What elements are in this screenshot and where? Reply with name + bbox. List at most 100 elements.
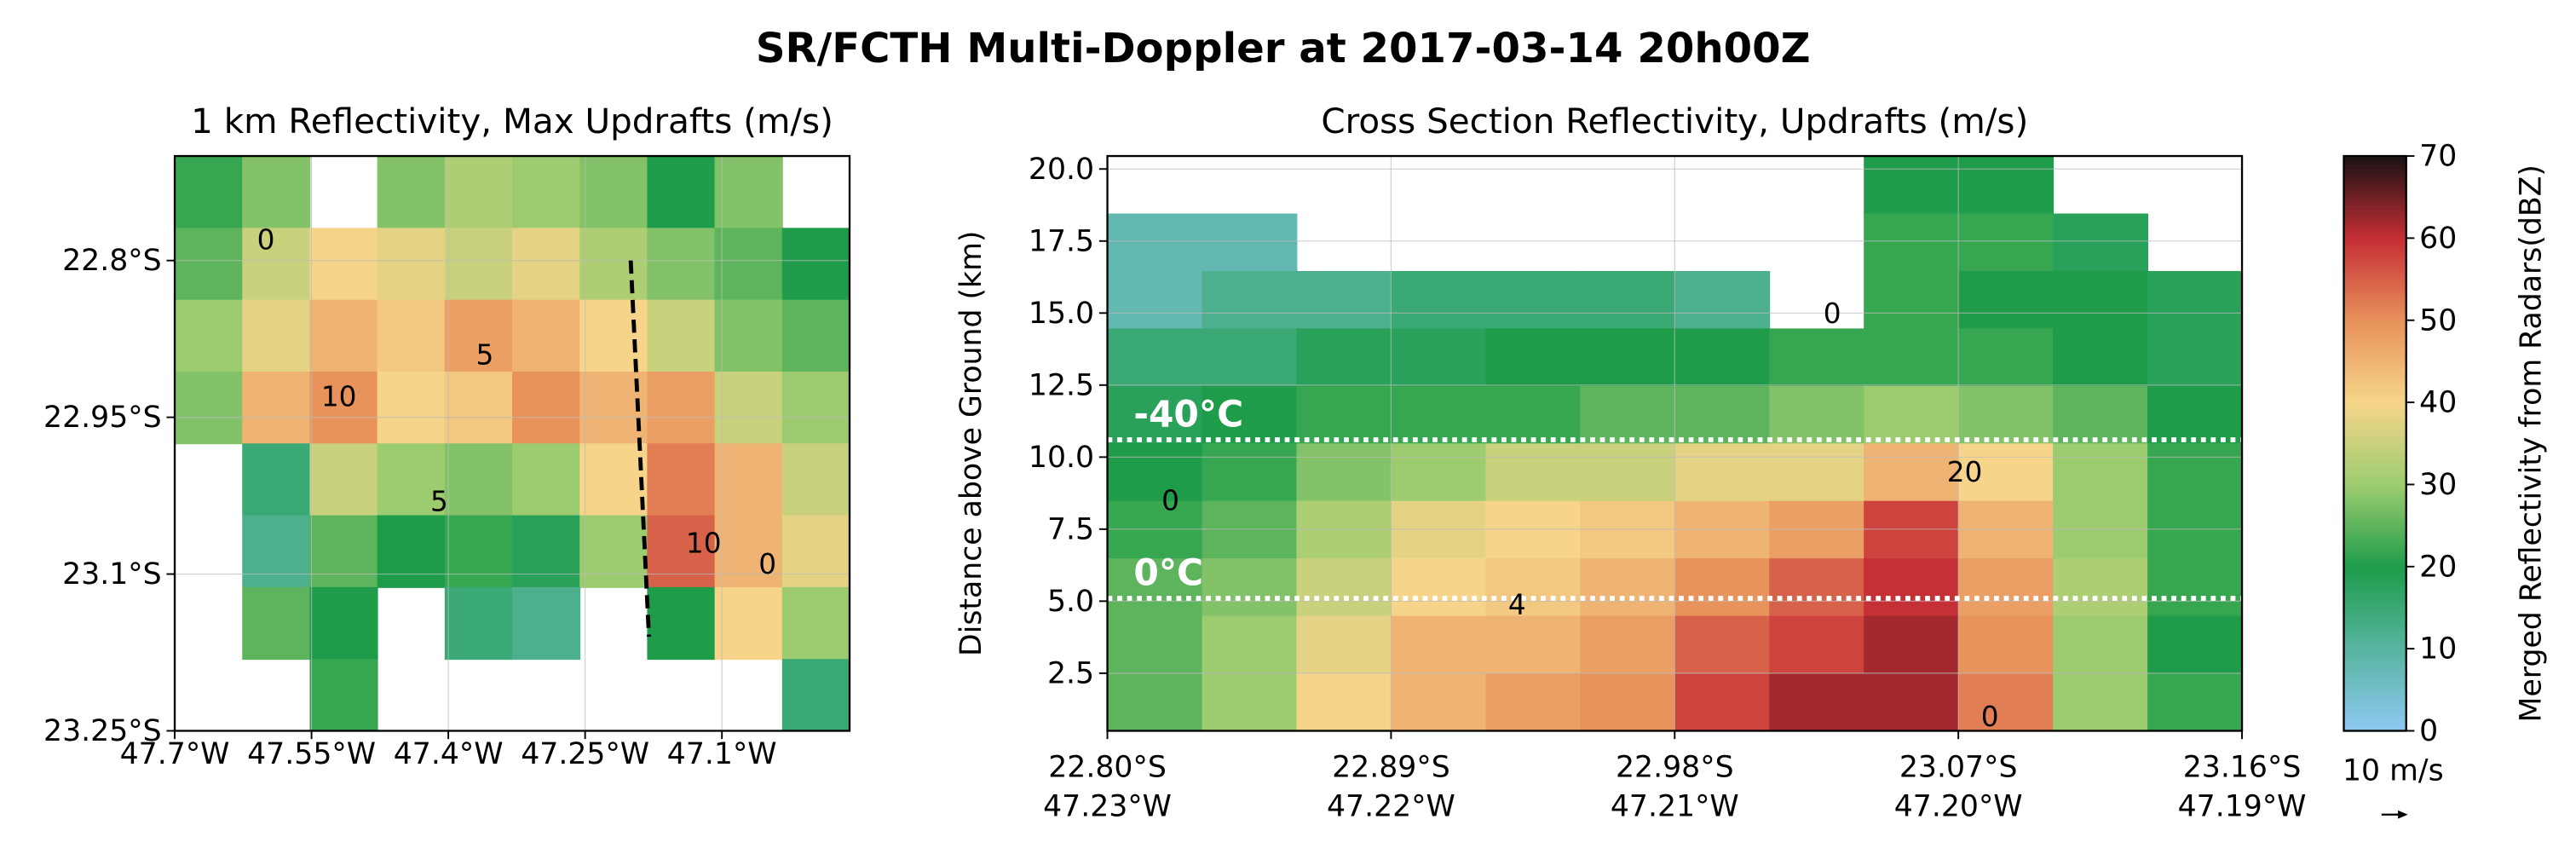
colorbar-swatch	[2343, 430, 2406, 436]
heatmap-cell	[1958, 500, 2054, 560]
colorbar-swatch	[2343, 566, 2406, 572]
colorbar-swatch	[2343, 229, 2406, 235]
colorbar-tick-label: 50	[2419, 303, 2457, 338]
heatmap-cell	[1769, 500, 1865, 560]
colorbar-tick-label: 60	[2419, 222, 2457, 256]
colorbar-swatch	[2343, 459, 2406, 465]
heatmap-cell	[1391, 615, 1487, 675]
colorbar-swatch	[2343, 238, 2406, 244]
heatmap-cell	[2147, 443, 2244, 502]
colorbar-swatch	[2343, 394, 2406, 400]
heatmap-cell	[579, 443, 648, 516]
heatmap-cell	[1296, 443, 1392, 502]
colorbar-swatch	[2343, 644, 2406, 650]
y-tick-label: 10.0	[1029, 441, 1094, 475]
colorbar-swatch	[2343, 156, 2406, 162]
heatmap-cell	[1580, 558, 1676, 617]
heatmap-cell	[579, 156, 648, 229]
heatmap-cell	[1674, 270, 1771, 330]
heatmap-cell	[2147, 270, 2244, 330]
heatmap-cell	[242, 515, 311, 588]
heatmap-cell	[579, 515, 648, 588]
heatmap-cell	[1296, 615, 1392, 675]
heatmap-cell	[1107, 213, 1203, 272]
colorbar-swatch	[2343, 176, 2406, 182]
colorbar-swatch	[2343, 340, 2406, 346]
colorbar-swatch	[2343, 628, 2406, 634]
heatmap-cell	[781, 371, 850, 445]
heatmap-cell	[444, 156, 513, 229]
heatmap-cell	[1674, 443, 1771, 502]
x-tick-label: 47.22°W	[1327, 790, 1455, 824]
x-tick-label: 47.25°W	[521, 737, 649, 771]
heatmap-cell	[1485, 558, 1582, 617]
heatmap-cell	[309, 659, 378, 732]
heatmap-cell	[1674, 385, 1771, 445]
heatmap-cell	[377, 515, 446, 588]
x-tick-label: 23.07°S	[1899, 750, 2018, 784]
colorbar-swatch	[2343, 263, 2406, 268]
colorbar-swatch	[2343, 274, 2406, 280]
heatmap-cell	[1864, 270, 1960, 330]
heatmap-cell	[1107, 270, 1203, 330]
colorbar-tick-label: 40	[2419, 386, 2457, 420]
colorbar-swatch	[2343, 649, 2406, 655]
colorbar-swatch	[2343, 471, 2406, 477]
heatmap-cell	[714, 299, 783, 372]
heatmap-cell	[1864, 615, 1960, 675]
colorbar-swatch	[2343, 632, 2406, 638]
colorbar-swatch	[2343, 197, 2406, 203]
colorbar-swatch	[2343, 385, 2406, 391]
heatmap-cell	[1202, 500, 1298, 560]
colorbar-swatch	[2343, 180, 2406, 186]
colorbar-swatch	[2343, 718, 2406, 724]
colorbar-swatch	[2343, 435, 2406, 441]
heatmap-cell	[1580, 385, 1676, 445]
colorbar-swatch	[2343, 184, 2406, 190]
colorbar-swatch	[2343, 193, 2406, 199]
colorbar-swatch	[2343, 545, 2406, 551]
colorbar-swatch	[2343, 554, 2406, 560]
colorbar-swatch	[2343, 468, 2406, 474]
colorbar-swatch	[2343, 308, 2406, 314]
heatmap-cell	[1391, 443, 1487, 502]
heatmap-cell	[1864, 385, 1960, 445]
heatmap-cell	[1296, 558, 1392, 617]
heatmap-cell	[1958, 673, 2054, 732]
section-line	[628, 260, 651, 638]
colorbar-swatch	[2343, 378, 2406, 384]
y-tick-label: 23.25°S	[43, 714, 162, 748]
heatmap-cell	[1958, 270, 2054, 330]
heatmap-cell	[1769, 558, 1865, 617]
heatmap-cell	[1202, 328, 1298, 387]
heatmap-cell	[2053, 270, 2149, 330]
colorbar-swatch	[2343, 344, 2406, 350]
colorbar-swatch	[2343, 710, 2406, 716]
x-tick-label: 22.89°S	[1332, 750, 1450, 784]
colorbar-swatch	[2343, 172, 2406, 178]
colorbar-swatch	[2343, 665, 2406, 671]
heatmap-cell	[1202, 270, 1298, 330]
heatmap-cell	[1958, 443, 2054, 502]
colorbar-swatch	[2343, 337, 2406, 342]
heatmap-cell	[1958, 558, 2054, 617]
heatmap-cell	[647, 156, 716, 229]
colorbar-swatch	[2343, 423, 2406, 429]
contour-label: 0	[257, 224, 275, 257]
heatmap-cell	[1107, 500, 1203, 560]
heatmap-cell	[1580, 270, 1676, 330]
heatmap-cell	[1391, 270, 1487, 330]
heatmap-cell	[647, 228, 716, 301]
colorbar-swatch	[2343, 541, 2406, 547]
heatmap-cell	[1107, 328, 1203, 387]
contour-label: 10	[686, 527, 722, 559]
heatmap-cell	[444, 586, 513, 661]
colorbar-swatch	[2343, 447, 2406, 453]
colorbar-swatch	[2343, 353, 2406, 359]
colorbar-swatch	[2343, 382, 2406, 387]
heatmap-cell	[512, 228, 581, 301]
colorbar-swatch	[2343, 225, 2406, 231]
heatmap-cell	[1864, 673, 1960, 732]
heatmap-cell	[175, 371, 244, 445]
colorbar-swatch	[2343, 439, 2406, 445]
